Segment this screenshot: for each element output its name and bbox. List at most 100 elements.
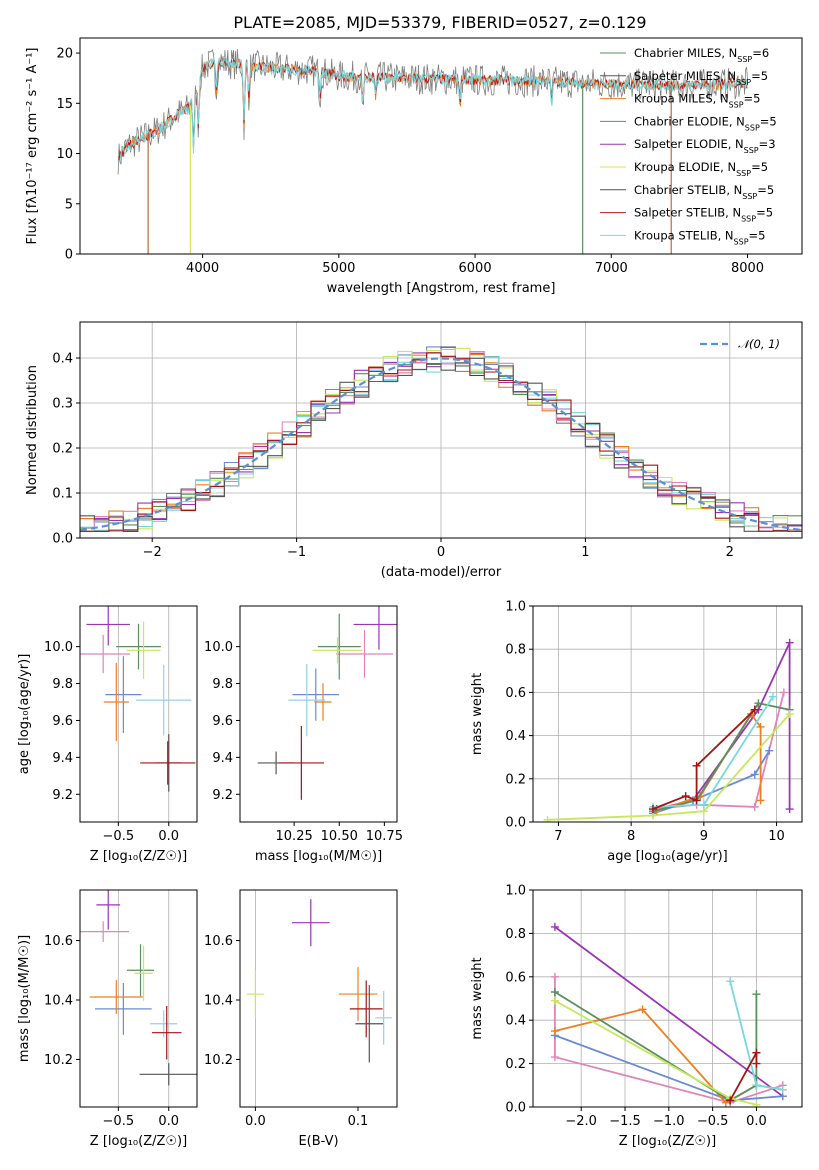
y-tick-label: 10 xyxy=(56,147,73,162)
x-axis-label: Z [log₁₀(Z/Z☉)] xyxy=(619,1134,716,1149)
weight-marker xyxy=(726,977,735,986)
weight-line xyxy=(547,713,791,821)
residual-histogram-panel: −2 −1 0 1 2 0.0 0.1 0.2 0.3 0.4 (data-model)/error… xyxy=(25,321,803,580)
x-tick-label: 0.1 xyxy=(348,1114,369,1129)
weight-marker xyxy=(756,796,765,805)
weight-line xyxy=(554,926,784,1097)
y-tick-label: 9.8 xyxy=(212,677,233,692)
weight-marker xyxy=(752,990,761,999)
x-axis-label: E(B-V) xyxy=(298,1134,338,1149)
x-tick-label: 9 xyxy=(700,829,708,844)
figure-title: PLATE=2085, MJD=53379, FIBERID=0527, z=0… xyxy=(233,13,646,32)
y-tick-label: 1.0 xyxy=(505,884,526,899)
legend-entry: Salpeter STELIB, NSSP=5 xyxy=(634,206,773,224)
y-axis-label: age [log₁₀(age/yr)] xyxy=(17,654,32,775)
plot-area xyxy=(246,890,392,1107)
weight-marker xyxy=(648,805,657,814)
x-tick-label: −0.5 xyxy=(103,1114,135,1129)
x-tick-label: −1.0 xyxy=(653,1114,685,1129)
x-tick-label: 7 xyxy=(554,829,562,844)
x-tick-label: −2 xyxy=(143,545,162,560)
plot-area xyxy=(80,890,197,1107)
mass-vs-z-panel: −0.5 0.0 10.2 10.4 10.6 Z [log₁₀(Z/Z☉)] mass [… xyxy=(17,889,198,1149)
y-tick-label: 0.0 xyxy=(505,816,526,831)
weight-marker xyxy=(681,792,690,801)
x-tick-label: 0.0 xyxy=(245,1114,266,1129)
plot-area xyxy=(80,606,196,822)
x-tick-label: 10.50 xyxy=(321,829,358,844)
histogram-step xyxy=(80,352,802,532)
x-tick-label: −0.5 xyxy=(697,1114,729,1129)
spectrum-model xyxy=(117,56,748,163)
axes-frame xyxy=(239,889,398,1108)
weight-marker xyxy=(550,922,559,931)
x-tick-label: 0.0 xyxy=(158,829,179,844)
y-tick-label: 10.0 xyxy=(44,640,73,655)
weight-marker xyxy=(750,770,759,779)
x-axis-label: mass [log₁₀(M/M☉)] xyxy=(255,849,382,864)
y-tick-label: 20 xyxy=(56,47,73,62)
y-tick-label: 10.6 xyxy=(44,934,73,949)
y-tick-label: 9.4 xyxy=(212,751,233,766)
y-tick-label: 0.8 xyxy=(505,643,526,658)
y-tick-label: 9.2 xyxy=(212,788,233,803)
mass-vs-ebv-panel: 0.0 0.1 10.2 10.4 10.6 E(B-V) xyxy=(204,889,398,1149)
y-tick-label: 0.6 xyxy=(505,970,526,985)
normal-curve xyxy=(80,357,802,532)
y-axis-label: Normed distribution xyxy=(25,365,40,495)
plot-area xyxy=(550,922,787,1107)
y-tick-label: 9.6 xyxy=(212,714,233,729)
y-tick-label: 9.6 xyxy=(52,714,73,729)
weight-marker xyxy=(778,1085,787,1094)
weight-marker xyxy=(638,1005,647,1014)
axes-frame xyxy=(239,605,398,823)
weight-marker xyxy=(750,705,759,714)
weight-marker xyxy=(550,1027,559,1036)
x-tick-label: 10.75 xyxy=(366,829,403,844)
spectrum-data xyxy=(117,48,748,175)
weight-marker xyxy=(750,802,759,811)
weight-marker xyxy=(726,1096,735,1105)
x-tick-label: −1.5 xyxy=(609,1114,641,1129)
y-tick-label: 0.2 xyxy=(52,442,73,457)
y-tick-label: 0.4 xyxy=(505,729,526,744)
weight-marker xyxy=(752,1048,761,1057)
spectrum-panel: 4000 5000 6000 7000 8000 0 5 10 15 20 wavelength [… xyxy=(25,37,803,296)
weight-marker xyxy=(754,699,763,708)
weight-marker xyxy=(692,761,701,770)
y-tick-label: 10.2 xyxy=(44,1053,73,1068)
legend-entry: 𝒩(0, 1) xyxy=(738,337,780,351)
x-tick-label: −2.0 xyxy=(565,1114,597,1129)
y-tick-label: 1.0 xyxy=(505,600,526,615)
axes-frame xyxy=(532,889,803,1108)
x-tick-label: 4000 xyxy=(186,261,219,276)
x-tick-label: 8 xyxy=(627,829,635,844)
x-tick-label: 1 xyxy=(581,545,589,560)
weight-marker xyxy=(550,996,559,1005)
y-tick-label: 10.6 xyxy=(204,934,233,949)
y-tick-label: 9.4 xyxy=(52,751,73,766)
x-tick-label: 0.0 xyxy=(158,1114,179,1129)
y-axis-label: mass weight xyxy=(470,673,485,755)
plot-area xyxy=(543,638,794,822)
weight-line xyxy=(554,991,758,1102)
x-tick-label: 5000 xyxy=(322,261,355,276)
weight-marker xyxy=(752,1081,761,1090)
y-tick-label: 0.3 xyxy=(52,397,73,412)
y-tick-label: 0.0 xyxy=(505,1101,526,1116)
weight-marker xyxy=(765,746,774,755)
y-axis-label: Flux [fλ10⁻¹⁷ erg cm⁻² s⁻¹ A⁻¹] xyxy=(25,48,40,245)
y-tick-label: 10.4 xyxy=(204,993,233,1008)
axes-frame xyxy=(532,605,803,823)
weight-marker xyxy=(550,1053,559,1062)
axes-frame xyxy=(79,37,803,255)
y-tick-label: 0.2 xyxy=(505,772,526,787)
mass-weight-vs-z-panel: −2.0 −1.5 −1.0 −0.5 0.0 0.0 0.2 0.4 0.6 0.8 1.0 Z [… xyxy=(470,884,803,1149)
y-tick-label: 10.0 xyxy=(204,640,233,655)
weight-marker xyxy=(550,987,559,996)
y-tick-label: 9.2 xyxy=(52,788,73,803)
legend-entry: Kroupa MILES, NSSP=5 xyxy=(634,92,760,110)
y-axis-label: mass [log₁₀(M/M☉)] xyxy=(17,935,32,1062)
weight-marker xyxy=(699,800,708,809)
